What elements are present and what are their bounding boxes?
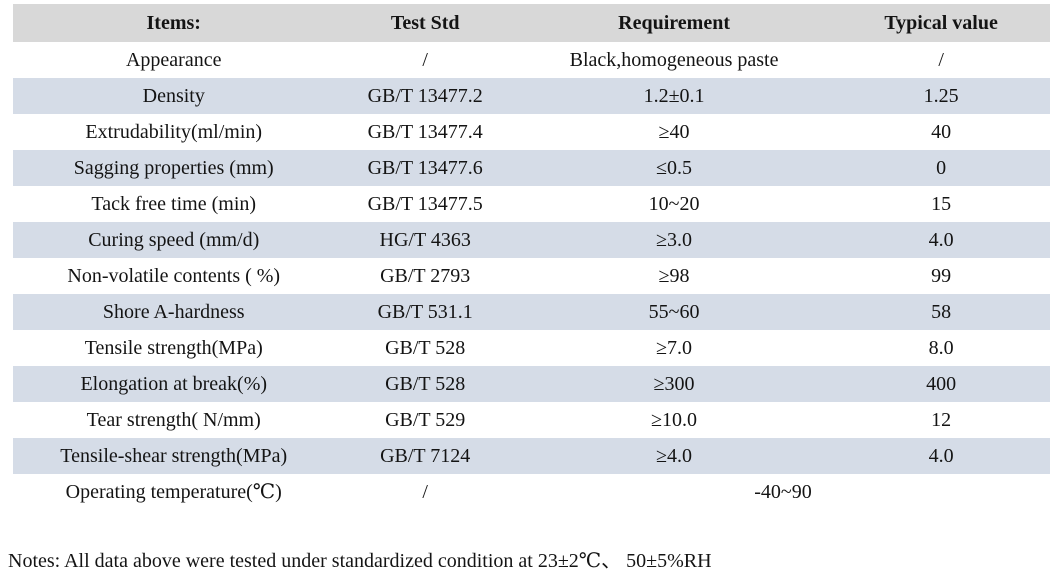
table-cell: ≥10.0 — [651, 409, 698, 431]
table-cell: GB/T 529 — [385, 409, 466, 431]
table-cell: ≤0.5 — [656, 157, 693, 179]
table-row: Tensile-shear strength(MPa) GB/T 7124 ≥4.0… — [13, 438, 1050, 474]
table-cell: 4.0 — [928, 229, 954, 251]
table-cell: Extrudability(ml/min) — [85, 121, 263, 143]
column-header-requirement: Requirement — [618, 12, 730, 34]
table-cell: ≥3.0 — [656, 229, 693, 251]
table-cell: / — [422, 49, 428, 71]
table-cell: Non-volatile contents ( %) — [67, 265, 281, 287]
table-cell: 8.0 — [928, 337, 954, 359]
table-cell: GB/T 2793 — [380, 265, 471, 287]
table-cell: GB/T 13477.6 — [367, 157, 483, 179]
table-row: Operating temperature(℃) / -40~90 — [13, 474, 1050, 510]
table-cell: Tear strength( N/mm) — [86, 409, 261, 431]
table-cell: Elongation at break(%) — [80, 373, 268, 395]
table-row: Extrudability(ml/min) GB/T 13477.4 ≥40 40 — [13, 114, 1050, 150]
table-cell: 1.25 — [923, 85, 959, 107]
table-cell: Shore A-hardness — [102, 301, 245, 323]
table-row: Appearance / Black,homogeneous paste / — [13, 42, 1050, 78]
table-cell: GB/T 13477.2 — [367, 85, 483, 107]
table-cell: ≥98 — [658, 265, 690, 287]
table-cell: GB/T 531.1 — [377, 301, 473, 323]
table-row: Tear strength( N/mm) GB/T 529 ≥10.0 12 — [13, 402, 1050, 438]
table-cell: 15 — [931, 193, 952, 215]
table-cell: ≥300 — [653, 373, 695, 395]
table-cell: Tensile-shear strength(MPa) — [60, 445, 288, 467]
column-header-test-std: Test Std — [390, 12, 460, 34]
table-cell: GB/T 7124 — [380, 445, 471, 467]
table-cell: HG/T 4363 — [379, 229, 471, 251]
spec-table: Items: Test Std Requirement Typical valu… — [13, 4, 1050, 510]
table-cell: / — [422, 481, 428, 503]
table-row: Density GB/T 13477.2 1.2±0.1 1.25 — [13, 78, 1050, 114]
table-row: Non-volatile contents ( %) GB/T 2793 ≥98 99 — [13, 258, 1050, 294]
table-cell: Sagging properties (mm) — [73, 157, 274, 179]
table-row: Curing speed (mm/d) HG/T 4363 ≥3.0 4.0 — [13, 222, 1050, 258]
table-cell: GB/T 528 — [385, 337, 466, 359]
table-cell: Appearance — [125, 49, 222, 71]
table-cell: 400 — [926, 373, 957, 395]
table-row: Tensile strength(MPa) GB/T 528 ≥7.0 8.0 — [13, 330, 1050, 366]
column-header-typical-value: Typical value — [884, 12, 998, 34]
table-row: Shore A-hardness GB/T 531.1 55~60 58 — [13, 294, 1050, 330]
table-cell: ≥7.0 — [656, 337, 693, 359]
table-cell: / — [938, 49, 944, 71]
table-cell: -40~90 — [754, 481, 812, 503]
table-cell: 55~60 — [648, 301, 700, 323]
table-cell: Tack free time (min) — [91, 193, 257, 215]
table-cell: ≥4.0 — [656, 445, 693, 467]
table-cell: GB/T 528 — [385, 373, 466, 395]
table-cell: Curing speed (mm/d) — [88, 229, 260, 251]
table-cell: Black,homogeneous paste — [569, 49, 779, 71]
table-cell: Tensile strength(MPa) — [84, 337, 263, 359]
table-row: Sagging properties (mm) GB/T 13477.6 ≤0.5 0 — [13, 150, 1050, 186]
table-cell: GB/T 13477.5 — [367, 193, 483, 215]
table-cell: 12 — [931, 409, 952, 431]
table-cell: 1.2±0.1 — [643, 85, 705, 107]
table-row: Elongation at break(%) GB/T 528 ≥300 400 — [13, 366, 1050, 402]
table-cell: GB/T 13477.4 — [367, 121, 483, 143]
table-cell: 0 — [936, 157, 947, 179]
table-row: Tack free time (min) GB/T 13477.5 10~20 15 — [13, 186, 1050, 222]
column-header-items: Items: — [146, 12, 201, 34]
table-cell: Density — [142, 85, 205, 107]
table-cell: ≥40 — [658, 121, 690, 143]
table-cell: 58 — [931, 301, 952, 323]
table-cell: 4.0 — [928, 445, 954, 467]
notes-text: Notes: All data above were tested under … — [8, 550, 712, 572]
table-cell: 40 — [931, 121, 952, 143]
table-cell: Operating temperature(℃) — [65, 481, 282, 503]
table-body: Appearance / Black,homogeneous paste / Densi… — [13, 42, 1050, 510]
table-cell: 99 — [931, 265, 952, 287]
table-header-row: Items: Test Std Requirement Typical valu… — [13, 4, 1050, 42]
table-cell: 10~20 — [648, 193, 700, 215]
